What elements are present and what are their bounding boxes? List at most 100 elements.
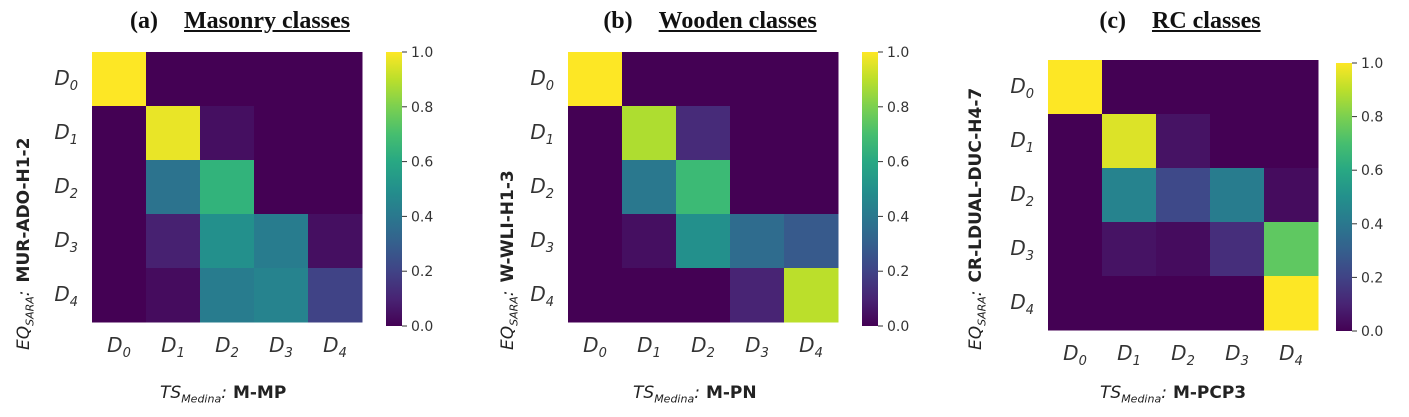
colorbar-tick-label: 0.6 [887,155,909,171]
heatmap-cell-4-4 [1264,276,1319,331]
heatmap-cell-3-4 [308,214,363,269]
panel-label: (a) [130,8,158,34]
row-label: D3 [54,228,78,256]
panel-title: (c) RC classes [980,8,1380,35]
colorbar [386,52,402,326]
heatmap-cell-1-0 [92,106,147,161]
heatmap-cell-1-0 [568,106,623,161]
heatmap-cell-4-0 [92,268,147,323]
colorbar-tick-label: 1.0 [411,45,433,61]
row-label: D1 [530,120,554,148]
heatmap-cell-1-2 [1156,114,1211,169]
panel-title-text: Masonry classes [184,8,350,34]
x-axis-label-prefix: TSMedina: [633,383,700,406]
colorbar-tick-label: 0.0 [1361,324,1383,340]
heatmap-cell-3-1 [1102,222,1157,277]
row-label: D4 [530,282,554,310]
col-label: D4 [323,333,347,361]
heatmap-cell-0-0 [1048,60,1103,115]
heatmap-cell-1-4 [784,106,839,161]
heatmap-cell-1-3 [254,106,309,161]
heatmap-cell-3-3 [1210,222,1265,277]
panel-title-text: Wooden classes [658,8,817,34]
heatmap-cell-2-4 [784,160,839,215]
heatmap-cell-3-2 [1156,222,1211,277]
heatmap-panel-wooden: (b) Wooden classes EQSARA:W-WLI-H1-3 D0 D1… [470,0,940,417]
heatmap-cell-2-3 [1210,168,1265,223]
panel-title-text: RC classes [1151,8,1261,34]
heatmap-cell-4-3 [254,268,309,323]
heatmap-cell-1-4 [1264,114,1319,169]
heatmap-cell-2-0 [568,160,623,215]
heatmap-cell-0-0 [568,52,623,107]
heatmap-cell-4-4 [784,268,839,323]
heatmap-cell-1-1 [1102,114,1157,169]
col-label: D0 [107,333,131,361]
heatmap-cell-4-2 [1156,276,1211,331]
heatmap-cell-1-1 [622,106,677,161]
row-label: D0 [530,66,554,94]
heatmap-cell-4-3 [730,268,785,323]
heatmap-cell-2-1 [146,160,201,215]
heatmap-cell-3-0 [568,214,623,269]
heatmap-cell-2-2 [200,160,255,215]
heatmap-cell-0-1 [622,52,677,107]
panel-title: (b) Wooden classes [510,8,910,35]
heatmap-cell-0-1 [1102,60,1157,115]
colorbar-tick-label: 0.8 [1361,110,1383,126]
heatmap-cell-1-4 [308,106,363,161]
colorbar-tick-label: 0.2 [1361,270,1383,286]
heatmap-cell-2-2 [1156,168,1211,223]
heatmap-panel-rc: (c) RC classes EQSARA:CR-LDUAL-DUC-H4-7 D… [940,0,1409,417]
row-label: D2 [530,174,554,202]
heatmap-cell-3-2 [676,214,731,269]
heatmap-cell-3-1 [622,214,677,269]
colorbar-tick-label: 0.4 [411,209,433,225]
x-axis-label: TSMedina: M-PCP3 [1100,383,1246,405]
colorbar-tick-label: 0.4 [1361,217,1383,233]
colorbar-tick-label: 0.8 [887,100,909,116]
colorbar-tick-label: 1.0 [1361,56,1383,72]
col-label: D1 [637,333,661,361]
heatmap-cell-3-1 [146,214,201,269]
heatmap-cell-3-0 [1048,222,1103,277]
heatmap-cell-0-0 [92,52,147,107]
heatmap-cell-0-3 [1210,60,1265,115]
row-label: D4 [1010,290,1034,318]
heatmap-cell-4-2 [676,268,731,323]
heatmap-cell-1-3 [730,106,785,161]
heatmap-cell-4-1 [146,268,201,323]
heatmap-svg: D0 D1 D2 D3 D4 D0 D1 D2 D3 D4 0.0 0.2 0.4 0.6 0.8 1.0 [1010,56,1383,369]
row-label: D2 [54,174,78,202]
heatmap-cell-0-4 [1264,60,1319,115]
heatmap-cell-0-4 [784,52,839,107]
panel-label: (b) [603,8,633,34]
col-label: D4 [1279,341,1303,369]
colorbar [1336,63,1352,331]
colorbar-tick-label: 0.6 [411,155,433,171]
x-axis-label-value: M-MP [232,383,287,403]
heatmap-cell-4-4 [308,268,363,323]
heatmap-cell-3-3 [730,214,785,269]
col-label: D2 [691,333,715,361]
heatmap-cell-1-0 [1048,114,1103,169]
col-label: D0 [1063,341,1087,369]
col-label: D2 [1171,341,1195,369]
heatmap-panel-masonry: (a) Masonry classes EQSARA:MUR-ADO-H1-2 D… [0,0,470,417]
row-label: D2 [1010,182,1034,210]
row-label: D3 [530,228,554,256]
heatmap-cell-2-3 [730,160,785,215]
heatmap-cell-0-2 [200,52,255,107]
heatmap-cell-2-0 [1048,168,1103,223]
heatmap-cell-2-3 [254,160,309,215]
heatmap-cell-2-1 [622,160,677,215]
heatmap-cell-2-0 [92,160,147,215]
colorbar-tick-label: 0.0 [887,319,909,335]
row-label: D4 [54,282,78,310]
row-label: D0 [1010,74,1034,102]
x-axis-label-prefix: TSMedina: [1100,383,1167,406]
x-axis-label: TSMedina: M-MP [160,383,286,405]
col-label: D1 [1117,341,1141,369]
colorbar-tick-label: 0.4 [887,209,909,225]
col-label: D0 [583,333,607,361]
